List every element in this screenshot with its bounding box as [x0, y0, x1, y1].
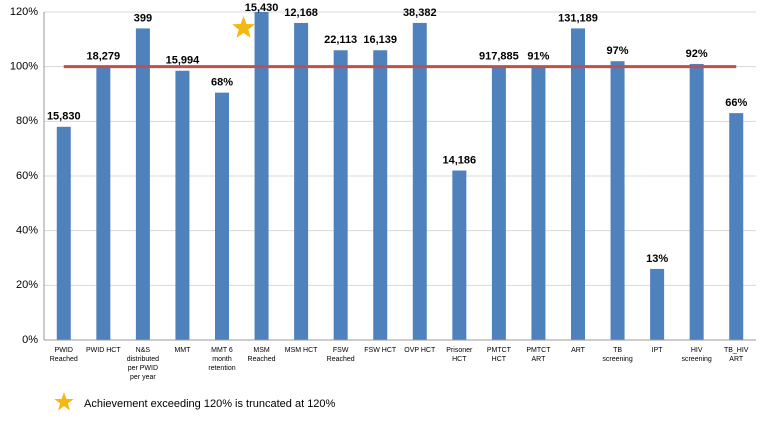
x-tick-label: N&S distributed per PWID per year — [126, 347, 160, 381]
bar — [294, 22, 309, 341]
x-tick-label: TB_HIV ART — [723, 347, 749, 363]
x-tick-label: MSM HCT — [284, 347, 318, 354]
legend-text: Achievement exceeding 120% is truncated … — [84, 398, 336, 410]
x-tick-label: PMTCT ART — [526, 347, 551, 363]
x-tick-label: Prisoner HCT — [446, 347, 473, 363]
y-tick-label: 80% — [16, 115, 38, 127]
bar-label: 16,139 — [363, 34, 397, 46]
bar-label: 66% — [725, 97, 747, 109]
x-tick-label: MSM Reached — [247, 347, 276, 363]
legend-star — [54, 392, 74, 411]
bar — [491, 66, 506, 341]
y-tick-label: 60% — [16, 170, 38, 182]
bar — [610, 61, 625, 340]
x-tick-label: PWID Reached — [49, 347, 78, 363]
x-tick-label: FSW Reached — [326, 347, 355, 363]
y-tick-label: 20% — [16, 279, 38, 291]
x-tick-label: PMTCT HCT — [486, 347, 511, 363]
bar-label: 18,279 — [87, 51, 121, 63]
x-tick-label: ART — [571, 347, 585, 354]
bar-label: 92% — [686, 48, 708, 60]
x-tick-label: OVP HCT — [404, 347, 436, 354]
bar — [56, 126, 71, 340]
bar-label: 13% — [646, 253, 668, 265]
bar — [96, 66, 111, 341]
bar-label: 68% — [211, 77, 233, 89]
x-tick-label: FSW HCT — [364, 347, 397, 354]
bar — [333, 50, 348, 341]
y-tick-label: 40% — [16, 225, 38, 237]
bar — [254, 12, 269, 340]
bar-label: 12,168 — [284, 7, 318, 19]
bar-label: 917,885 — [479, 51, 519, 63]
bar — [531, 66, 546, 341]
y-tick-label: 0% — [22, 334, 38, 346]
x-tick-label: PWID HCT — [86, 347, 121, 354]
bar-label: 22,113 — [324, 34, 357, 46]
bar — [215, 92, 229, 340]
x-tick-label: TB screening — [602, 347, 633, 363]
bar-label: 15,830 — [47, 111, 81, 123]
x-tick-label: HIV screening — [681, 347, 712, 363]
bar-label: 14,186 — [443, 154, 477, 166]
bar — [135, 28, 150, 341]
bar-label: 91% — [527, 51, 549, 63]
x-tick-label: MMT 6 month retention — [208, 347, 236, 372]
bar — [175, 70, 190, 341]
bar-label: 399 — [134, 12, 152, 24]
bar — [729, 113, 744, 340]
bar — [373, 50, 388, 341]
bar — [650, 268, 665, 340]
bar — [689, 63, 704, 340]
y-tick-label: 120% — [10, 6, 38, 18]
bar-label: 15,430 — [245, 2, 279, 14]
truncation-star — [232, 16, 255, 38]
bar — [452, 170, 467, 340]
bar-label: 97% — [607, 45, 629, 57]
bar-label: 15,994 — [166, 55, 201, 67]
x-tick-label: IPT — [651, 347, 663, 354]
y-tick-label: 100% — [10, 61, 38, 73]
bar — [412, 22, 427, 341]
x-tick-label: MMT — [174, 347, 191, 354]
bar-label: 131,189 — [558, 12, 598, 24]
bar — [571, 28, 585, 341]
bar-label: 38,382 — [403, 7, 437, 19]
